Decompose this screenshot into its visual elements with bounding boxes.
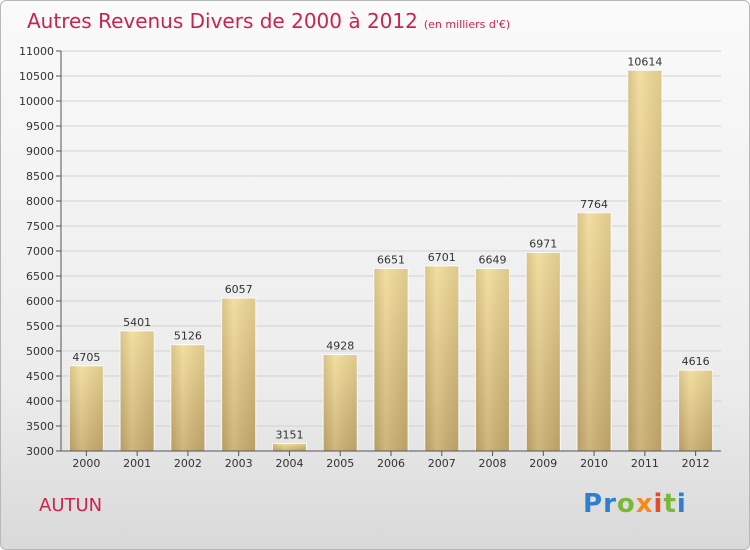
value-label-2008: 6649	[479, 254, 507, 267]
bar-shade-2005	[323, 354, 358, 451]
x-tick-label-2002: 2002	[174, 457, 202, 470]
bar-shade-2008	[475, 268, 510, 451]
y-tick-label: 3500	[26, 420, 54, 433]
y-tick-label: 3000	[26, 445, 54, 458]
x-tick-label-2007: 2007	[428, 457, 456, 470]
value-label-2004: 3151	[275, 428, 303, 441]
value-label-2002: 5126	[174, 330, 202, 343]
proxiti-logo: Proxiti	[583, 489, 687, 519]
y-tick-label: 4000	[26, 395, 54, 408]
y-tick-label: 6000	[26, 295, 54, 308]
x-tick-label-2000: 2000	[72, 457, 100, 470]
x-tick-label-2008: 2008	[479, 457, 507, 470]
y-tick-label: 10000	[19, 95, 54, 108]
y-tick-label: 7500	[26, 220, 54, 233]
y-axis: 3000 3500 4000 4500 5000 5500 6000 6500 7000 7500…	[19, 45, 62, 458]
x-tick-label-2010: 2010	[580, 457, 608, 470]
y-tick-label: 10500	[19, 70, 54, 83]
value-label-2003: 6057	[225, 283, 253, 296]
x-tick-label-2011: 2011	[631, 457, 659, 470]
y-tick-label: 9500	[26, 120, 54, 133]
value-label-2000: 4705	[72, 351, 100, 364]
x-tick-label-2006: 2006	[377, 457, 405, 470]
bar-shade-2007	[424, 265, 459, 451]
value-label-2009: 6971	[529, 237, 557, 250]
bar-shade-2009	[526, 252, 561, 451]
chart-title-text: Autres Revenus Divers de 2000 à 2012	[27, 9, 418, 33]
y-tick-label: 8500	[26, 170, 54, 183]
bar-shade-2003	[221, 298, 256, 451]
x-axis: 2000 2001 2002 2003 2004 2005 2006 2007 2008 2009…	[61, 450, 721, 470]
value-label-2010: 7764	[580, 198, 608, 211]
x-tick-label-2012: 2012	[682, 457, 710, 470]
value-label-2012: 4616	[682, 355, 710, 368]
y-tick-label: 5000	[26, 345, 54, 358]
bar-shade-2011	[627, 70, 662, 452]
bar-shade-2001	[120, 330, 155, 451]
bars-group: 4705 5401 5126 6057 3151 4928 6651 6701 6649 6971…	[68, 55, 714, 452]
chart-title: Autres Revenus Divers de 2000 à 2012 (en …	[27, 9, 510, 33]
bar-shade-2006	[374, 268, 408, 451]
bar-shade-2012	[678, 370, 713, 451]
y-tick-label: 7000	[26, 245, 54, 258]
bar-shade-2002	[170, 344, 205, 451]
x-tick-label-2009: 2009	[529, 457, 557, 470]
x-tick-label-2001: 2001	[123, 457, 151, 470]
y-tick-label: 11000	[19, 45, 54, 58]
value-label-2005: 4928	[326, 340, 354, 353]
bar-shade-2004	[272, 443, 307, 451]
value-label-2011: 10614	[627, 55, 662, 68]
y-tick-label: 5500	[26, 320, 54, 333]
bar-shade-2000	[69, 365, 104, 451]
value-label-2001: 5401	[123, 316, 151, 329]
x-tick-label-2003: 2003	[225, 457, 253, 470]
bar-shade-2010	[577, 212, 612, 451]
y-tick-label: 6500	[26, 270, 54, 283]
y-tick-label: 4500	[26, 370, 54, 383]
value-label-2007: 6701	[428, 251, 456, 264]
y-tick-label: 9000	[26, 145, 54, 158]
x-tick-label-2005: 2005	[326, 457, 354, 470]
chart-subtitle: (en milliers d'€)	[423, 18, 511, 31]
y-tick-label: 8000	[26, 195, 54, 208]
x-tick-label-2004: 2004	[275, 457, 303, 470]
city-label: AUTUN	[39, 495, 103, 516]
value-label-2006: 6651	[377, 253, 405, 266]
